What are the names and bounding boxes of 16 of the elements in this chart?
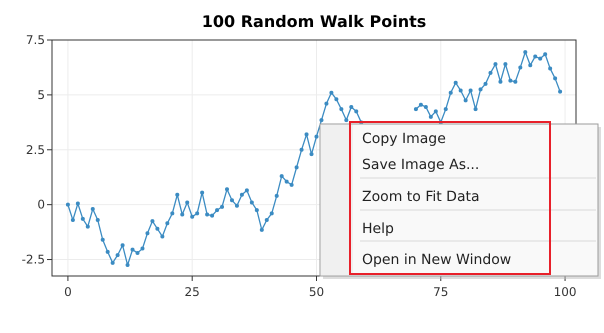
x-tick-label: 0 — [64, 285, 72, 299]
x-tick-label: 100 — [554, 285, 577, 299]
y-tick-label: -2.5 — [22, 252, 45, 267]
x-tick-label: 50 — [308, 285, 324, 299]
x-tick-label: 75 — [433, 285, 448, 299]
annotation: Zoom to Fit Data — [362, 189, 480, 205]
y-tick-label: 7.5 — [26, 33, 45, 47]
annotation: Copy Image — [362, 131, 446, 147]
y-tick-label: 2.5 — [26, 142, 45, 157]
x-tick-label: 25 — [184, 285, 200, 299]
y-tick-label: 0 — [37, 198, 45, 212]
annotation: Open in New Window — [362, 252, 512, 268]
annotation: Help — [362, 221, 394, 237]
chart-title: 100 Random Walk Points — [202, 12, 426, 31]
annotation: Save Image As... — [362, 157, 480, 173]
y-tick-label: 5 — [37, 88, 45, 102]
